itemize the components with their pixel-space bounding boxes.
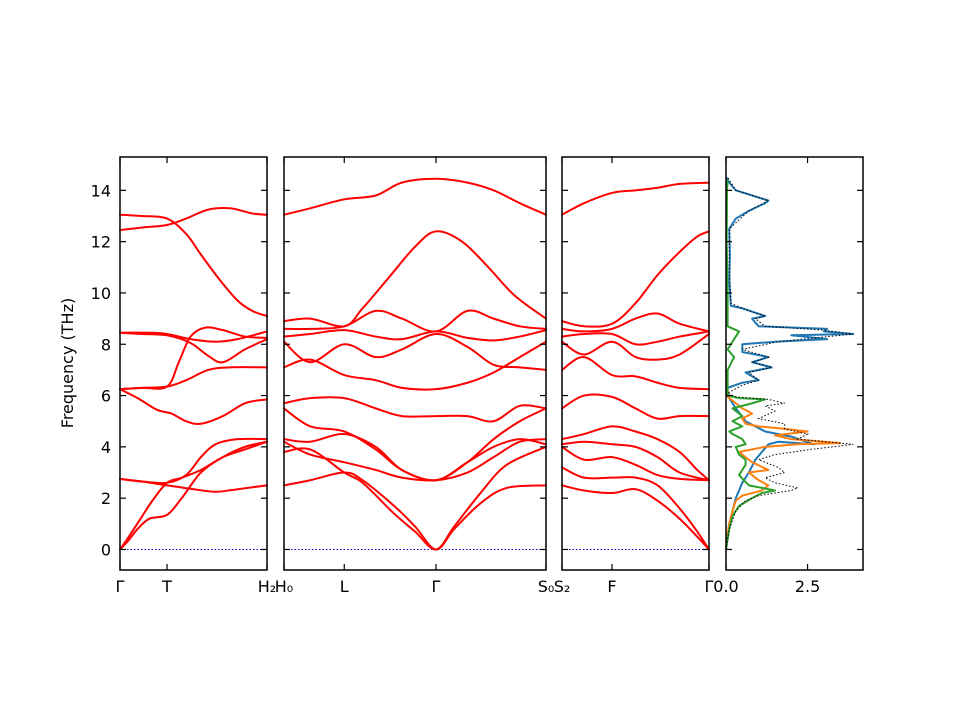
band-1-6 — [283, 340, 547, 391]
band-0-7 — [119, 331, 268, 364]
band-1-1 — [283, 445, 547, 551]
band-1-10 — [283, 230, 547, 328]
dos-x-tick-label-0: 0.0 — [713, 577, 738, 596]
band-panels — [119, 177, 710, 551]
dos-curve-0 — [725, 177, 855, 550]
band-2-11 — [561, 181, 710, 216]
band-panel-frame-1 — [283, 156, 547, 571]
band-1-8 — [283, 329, 547, 342]
band-1-2 — [283, 438, 547, 482]
y-tick-label-2: 4 — [101, 438, 111, 457]
band-2-7 — [561, 333, 710, 361]
y-axis-label: Frequency (THz) — [58, 298, 77, 428]
band-2-2 — [561, 445, 710, 482]
band-2-6 — [561, 356, 710, 391]
band-2-10 — [561, 230, 710, 328]
band-1-4 — [283, 407, 547, 482]
k-point-label-2-1: F — [607, 577, 616, 596]
band-2-9 — [561, 312, 710, 333]
k-point-label-2-2: Γ — [705, 577, 714, 596]
y-tick-label-7: 14 — [91, 181, 111, 200]
band-2-3 — [561, 440, 710, 482]
band-0-6 — [119, 326, 268, 391]
dos-curve-2 — [725, 180, 776, 550]
band-0-4 — [119, 366, 268, 391]
dos-curve-1 — [725, 369, 842, 550]
k-point-label-1-1: L — [340, 577, 349, 596]
dos-curve-3 — [725, 177, 854, 550]
band-1-11 — [283, 177, 547, 216]
k-point-label-0-1: T — [161, 577, 172, 596]
band-0-9 — [119, 213, 268, 318]
k-point-label-1-3: S₀ — [538, 577, 555, 596]
y-tick-label-1: 2 — [101, 489, 111, 508]
band-0-10 — [119, 206, 268, 232]
band-0-1 — [119, 440, 268, 551]
k-point-label-2-0: S₂ — [554, 577, 571, 596]
band-0-3 — [119, 437, 268, 485]
k-point-label-0-2: H₂ — [258, 577, 276, 596]
band-1-5 — [283, 396, 547, 423]
band-1-9 — [283, 309, 547, 333]
band-panel-frame-2 — [561, 156, 710, 571]
band-0-0 — [119, 440, 268, 551]
y-tick-label-3: 6 — [101, 387, 111, 406]
k-point-label-0-0: Γ — [116, 577, 125, 596]
y-tick-label-6: 12 — [91, 233, 111, 252]
tick-marks — [119, 157, 863, 570]
band-0-5 — [119, 388, 268, 425]
band-2-8 — [561, 330, 710, 346]
y-tick-label-0: 0 — [101, 540, 111, 559]
band-2-5 — [561, 393, 710, 420]
band-1-7 — [283, 332, 547, 371]
band-2-4 — [561, 425, 710, 482]
axes-frames — [119, 156, 864, 571]
dos-x-tick-label-1: 2.5 — [795, 577, 820, 596]
dos-panel-frame — [725, 156, 864, 571]
band-panel-frame-0 — [119, 156, 268, 571]
band-1-0 — [283, 471, 547, 551]
band-2-0 — [561, 484, 710, 551]
band-2-1 — [561, 466, 710, 551]
k-point-label-1-0: H₀ — [275, 577, 293, 596]
y-tick-label-4: 8 — [101, 335, 111, 354]
dos-panel — [725, 177, 855, 550]
band-0-8 — [119, 330, 268, 343]
y-tick-label-5: 10 — [91, 284, 111, 303]
k-point-label-1-2: Γ — [431, 577, 440, 596]
